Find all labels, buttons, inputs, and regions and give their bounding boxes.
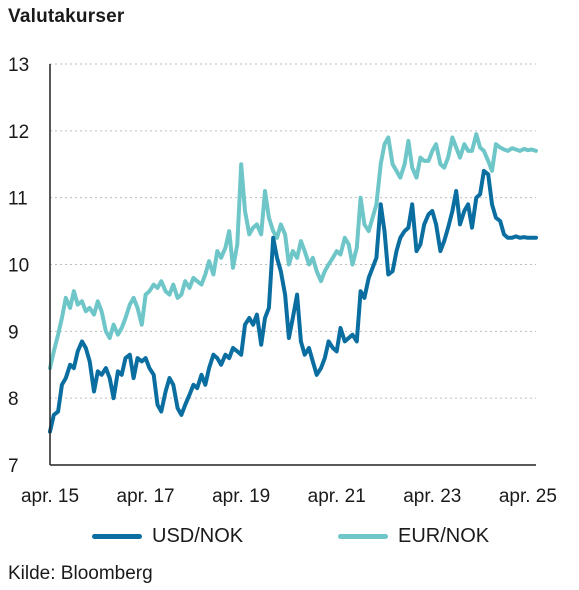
grid-lines <box>50 63 536 399</box>
source-note: Kilde: Bloomberg <box>8 563 153 584</box>
x-tick-label: apr. 25 <box>499 486 557 507</box>
y-tick-label: 10 <box>8 256 29 277</box>
y-tick-label: 7 <box>8 456 19 477</box>
x-tick-label: apr. 19 <box>212 486 270 507</box>
axes <box>49 64 536 466</box>
legend-label-usd-nok: USD/NOK <box>152 525 244 547</box>
x-tick-label: apr. 15 <box>21 486 79 507</box>
line-chart: 7 8 9 10 11 12 13 apr. 15 apr. 17 apr. 19 apr. 21 a… <box>8 55 557 507</box>
legend-item-usd-nok: USD/NOK <box>92 525 243 548</box>
y-tick-label: 11 <box>8 189 28 210</box>
series-line-usd-nok <box>48 168 538 434</box>
chart-title: Valutakurser <box>8 6 125 27</box>
legend-label-eur-nok: EUR/NOK <box>398 525 490 547</box>
legend-item-eur-nok: EUR/NOK <box>338 525 489 548</box>
x-tick-label: apr. 17 <box>117 486 175 507</box>
y-tick-label: 9 <box>8 322 19 343</box>
series-lines <box>48 132 538 434</box>
y-tick-label: 13 <box>8 55 29 76</box>
y-tick-label: 8 <box>8 389 19 410</box>
legend-swatch-eur-nok <box>338 534 388 539</box>
x-tick-label: apr. 21 <box>308 486 366 507</box>
legend-swatch-usd-nok <box>92 534 142 539</box>
x-tick-label: apr. 23 <box>403 486 461 507</box>
tick-labels: 7 8 9 10 11 12 13 apr. 15 apr. 17 apr. 19 apr. 21 a… <box>8 55 557 507</box>
series-line-eur-nok <box>48 132 538 371</box>
y-tick-label: 12 <box>8 122 29 143</box>
